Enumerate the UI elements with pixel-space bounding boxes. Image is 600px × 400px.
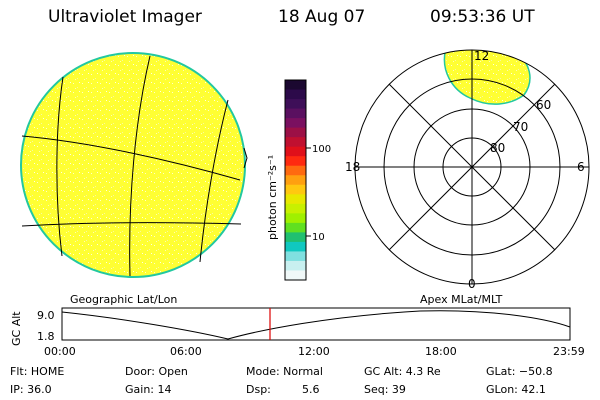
sequence-number: Seq: 39 [364, 383, 406, 396]
color-bar: 100 10 photon cm⁻²s⁻¹ [266, 79, 331, 281]
altitude-ylabel: GC Alt [10, 311, 23, 346]
ip-value: IP: 36.0 [10, 383, 52, 396]
gain-value: Gain: 14 [125, 383, 172, 396]
color-bar-segment [285, 251, 306, 262]
longitude-line [56, 76, 64, 257]
left-panel-caption: Geographic Lat/Lon [70, 293, 178, 306]
color-bar-segment [285, 260, 306, 272]
latitude-line [21, 135, 241, 181]
time-label: 09:53:36 UT [430, 7, 535, 27]
color-bar-segment [285, 127, 306, 138]
altitude-xtick: 18:00 [425, 345, 457, 358]
altitude-ytick: 9.0 [37, 309, 55, 322]
color-bar-segment [285, 175, 306, 186]
grid-fragment [243, 147, 248, 169]
right-panel-caption: Apex MLat/MLT [420, 293, 503, 306]
geo-longitude: GLon: 42.1 [486, 383, 546, 396]
color-bar-segment [285, 156, 306, 167]
door-status: Door: Open [125, 365, 188, 378]
geographic-disk [20, 52, 248, 278]
instrument-title: Ultraviolet Imager [48, 7, 202, 27]
polar-diagonal [388, 83, 556, 251]
color-bar-segment [285, 118, 306, 129]
color-bar-segment [285, 232, 306, 243]
color-bar-frame [284, 79, 307, 281]
color-bar-segment [285, 89, 306, 100]
color-bar-segment [285, 137, 306, 148]
altitude-xtick: 23:59 [553, 345, 585, 358]
altitude-ytick: 1.8 [37, 330, 55, 343]
color-bar-unit-label: photon cm⁻²s⁻¹ [266, 155, 279, 240]
color-bar-segment [285, 146, 306, 157]
mlt-label-top: 12 [474, 49, 489, 63]
color-bar-segment [285, 241, 306, 253]
mlt-label-right: 6 [577, 160, 585, 174]
lat-label: 60 [536, 98, 551, 112]
lat-label: 70 [513, 120, 528, 134]
color-bar-segment [285, 270, 306, 281]
altitude-curve [61, 310, 571, 340]
altitude-xtick: 00:00 [44, 345, 76, 358]
mode-status: Mode: Normal [246, 365, 323, 378]
color-bar-segment [285, 99, 306, 110]
flight-status: Flt: HOME [10, 365, 65, 378]
color-bar-segment [285, 80, 306, 91]
mlt-label-bottom: 0 [468, 277, 476, 291]
longitude-line [199, 99, 229, 263]
altitude-plot: 9.0 1.8 GC Alt [10, 307, 571, 346]
longitude-line [129, 55, 151, 277]
altitude-plot-frame [61, 307, 571, 341]
color-bar-segment [285, 203, 306, 214]
color-bar-segment [285, 213, 306, 224]
color-bar-segment [285, 165, 306, 176]
dsp-value: 5.6 [302, 383, 320, 396]
color-bar-segment [285, 222, 306, 233]
color-bar-segment [285, 184, 306, 195]
dsp-label: Dsp: [246, 383, 271, 396]
lat-label: 80 [490, 141, 505, 155]
mlt-label-left: 18 [345, 160, 360, 174]
color-bar-tick-label: 100 [312, 144, 331, 155]
auroral-oval-patch [443, 50, 531, 105]
geo-latitude: GLat: −50.8 [486, 365, 553, 378]
color-bar-segment [285, 194, 306, 205]
gc-altitude: GC Alt: 4.3 Re [364, 365, 441, 378]
altitude-xtick: 06:00 [170, 345, 202, 358]
altitude-xtick: 12:00 [298, 345, 330, 358]
latitude-line [21, 222, 242, 227]
polar-plot: 12 18 6 0 60 70 80 [345, 49, 590, 291]
image-panels: 100 10 photon cm⁻²s⁻¹ 12 18 6 0 60 70 80 [20, 49, 590, 291]
color-bar-tick-label: 10 [312, 232, 325, 243]
color-bar-segment [285, 108, 306, 119]
date-label: 18 Aug 07 [278, 7, 366, 27]
